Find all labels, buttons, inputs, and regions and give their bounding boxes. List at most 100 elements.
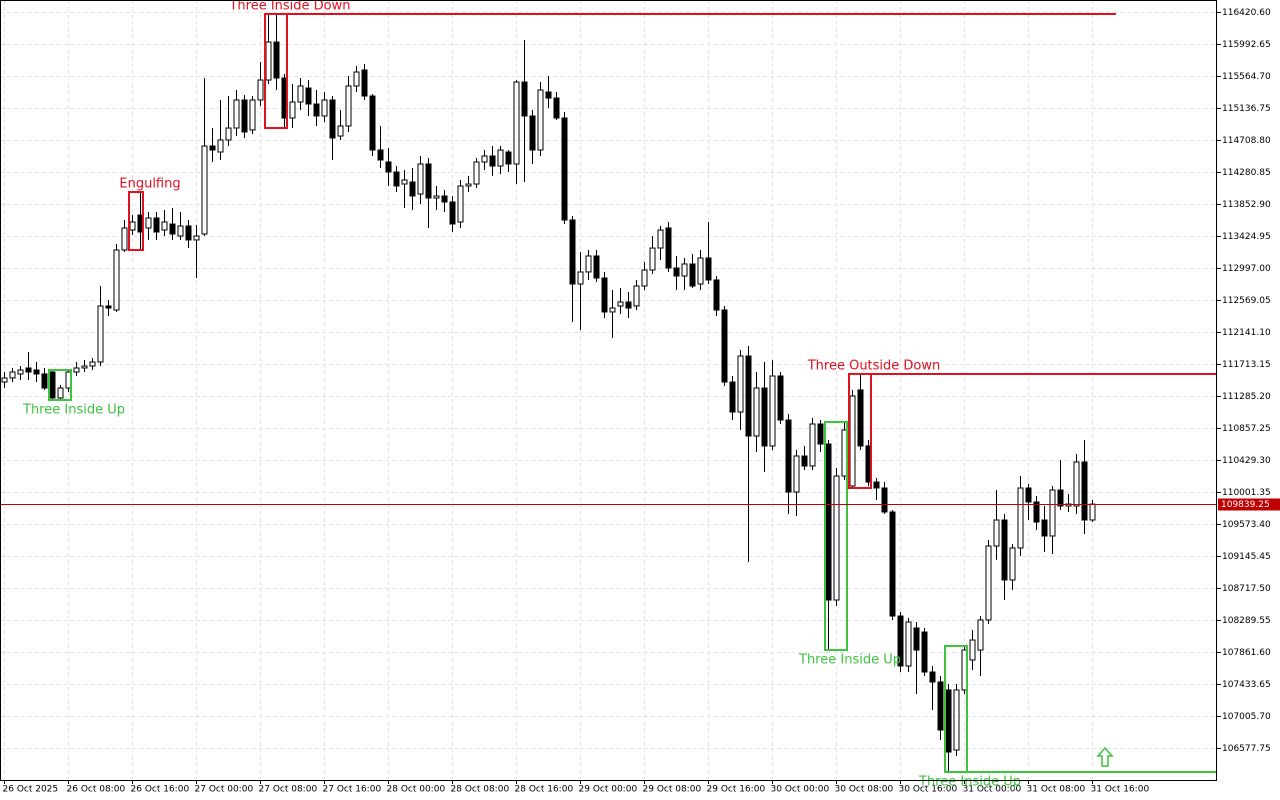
candle-body xyxy=(1025,487,1032,503)
candle-body xyxy=(593,255,600,279)
candle-body xyxy=(977,619,984,651)
candle-body xyxy=(225,127,232,141)
y-tick-label: 112997.00 xyxy=(1222,264,1271,274)
candle-body xyxy=(825,443,832,601)
candle-body xyxy=(529,115,536,151)
candle-body xyxy=(673,267,680,277)
candle-body xyxy=(617,301,624,307)
candle-body xyxy=(929,671,936,683)
candle-body xyxy=(513,81,520,165)
candle-body xyxy=(713,279,720,311)
x-tick-label: 31 Oct 00:00 xyxy=(963,785,1022,795)
candle-body xyxy=(153,217,160,233)
candle-body xyxy=(697,257,704,285)
x-tick-label: 28 Oct 00:00 xyxy=(387,785,446,795)
candle-body xyxy=(361,69,368,97)
y-tick-label: 110429.30 xyxy=(1222,456,1271,466)
candle-body xyxy=(337,125,344,137)
candle-body xyxy=(993,519,1000,547)
y-tick-label: 112569.05 xyxy=(1222,296,1271,306)
candle-body xyxy=(73,367,80,373)
candle-body xyxy=(1081,461,1088,521)
candle-body xyxy=(273,41,280,79)
x-tick-label: 26 Oct 16:00 xyxy=(131,785,190,795)
x-tick-label: 30 Oct 00:00 xyxy=(771,785,830,795)
pattern-box xyxy=(824,420,848,652)
candle-body xyxy=(649,247,656,271)
candle-body xyxy=(633,285,640,307)
candle-body xyxy=(785,419,792,493)
pattern-label: Three Inside Down xyxy=(228,0,350,13)
candle-body xyxy=(769,375,776,447)
y-tick-label: 111713.15 xyxy=(1222,360,1271,370)
candle-body xyxy=(129,221,136,231)
plot-frame xyxy=(0,0,1217,781)
y-tick-label: 116420.60 xyxy=(1222,8,1271,18)
pattern-label: Engulfing xyxy=(119,177,180,192)
candle-body xyxy=(473,161,480,185)
y-tick-label: 108289.55 xyxy=(1222,616,1271,626)
y-tick-label: 114280.85 xyxy=(1222,168,1271,178)
x-tick-label: 31 Oct 08:00 xyxy=(1027,785,1086,795)
pattern-arrow xyxy=(1096,746,1114,767)
candle-body xyxy=(401,179,408,185)
candle-body xyxy=(809,423,816,467)
candle-body xyxy=(433,195,440,199)
x-tick-label: 29 Oct 00:00 xyxy=(579,785,638,795)
candle-body xyxy=(577,271,584,285)
candle-body xyxy=(737,355,744,413)
pattern-label: Three Inside Up xyxy=(798,653,901,668)
candle-body xyxy=(97,305,104,363)
candle-body xyxy=(1001,519,1008,581)
candle-body xyxy=(545,91,552,99)
candle-body xyxy=(857,389,864,447)
candle-body xyxy=(729,381,736,413)
candle-body xyxy=(145,217,152,229)
candle-body xyxy=(81,365,88,369)
pattern-box xyxy=(944,644,968,773)
candle-body xyxy=(409,181,416,197)
y-tick-label: 115564.70 xyxy=(1222,72,1271,82)
candle-body xyxy=(913,627,920,651)
candle-body xyxy=(329,99,336,139)
pattern-label: Three Outside Down xyxy=(807,358,941,373)
candle-body xyxy=(457,185,464,223)
pattern-box xyxy=(128,191,144,251)
candle-body xyxy=(209,145,216,151)
candle-body xyxy=(353,71,360,87)
candle-body xyxy=(217,139,224,153)
candle-body xyxy=(49,371,56,399)
x-tick-label: 30 Oct 08:00 xyxy=(835,785,894,795)
candle-body xyxy=(1057,489,1064,507)
candle-body xyxy=(1009,547,1016,581)
candle-body xyxy=(41,373,48,389)
candle-body xyxy=(465,183,472,187)
candle-body xyxy=(201,145,208,235)
x-tick-label: 29 Oct 16:00 xyxy=(707,785,766,795)
y-tick-label: 107861.60 xyxy=(1222,648,1271,658)
candle-body xyxy=(937,681,944,731)
candle-body xyxy=(241,99,248,133)
candle-body xyxy=(177,225,184,237)
candle-body xyxy=(873,481,880,489)
current-price-label: 109839.25 xyxy=(1221,500,1270,510)
candle-body xyxy=(905,621,912,667)
candle-body xyxy=(25,367,32,373)
candle-body xyxy=(817,423,824,445)
candle-body xyxy=(449,201,456,225)
candle-body xyxy=(305,87,312,105)
pattern-box xyxy=(264,12,288,130)
candle-body xyxy=(385,161,392,173)
candle-body xyxy=(1033,501,1040,523)
candle-body xyxy=(113,249,120,311)
candle-body xyxy=(313,103,320,117)
y-tick-label: 110001.35 xyxy=(1222,488,1271,498)
x-tick-label: 30 Oct 16:00 xyxy=(899,785,958,795)
y-tick-label: 113852.90 xyxy=(1222,200,1271,210)
pattern-label: Three Inside Up xyxy=(22,402,125,417)
candle-body xyxy=(753,387,760,437)
candle-body xyxy=(561,117,568,221)
candle-body xyxy=(881,487,888,513)
pattern-box xyxy=(48,368,72,401)
